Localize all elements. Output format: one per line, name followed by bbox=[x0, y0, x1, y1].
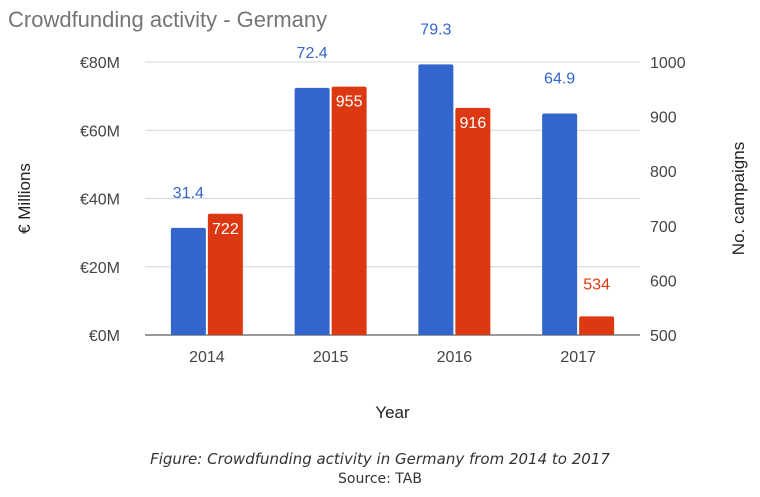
y-axis-right: 500 600 700 800 900 1000 bbox=[650, 55, 686, 345]
bar-series-2 bbox=[207, 213, 243, 335]
y-axis-left: €0M €20M €40M €60M €80M bbox=[80, 55, 120, 345]
x-tick-label: 2017 bbox=[560, 349, 596, 366]
y2-tick-label: 1000 bbox=[650, 55, 686, 72]
y2-tick-label: 700 bbox=[650, 219, 677, 236]
y-tick-label: €60M bbox=[80, 123, 120, 140]
bars: 31.4 722 72.4 955 79.3 916 64.9 534 bbox=[170, 21, 615, 336]
data-label-series-1: 64.9 bbox=[544, 71, 575, 88]
y2-axis-label: No. campaigns bbox=[729, 142, 748, 255]
bar-series-2 bbox=[579, 316, 615, 335]
bar-series-1 bbox=[542, 113, 578, 335]
y-tick-label: €20M bbox=[80, 260, 120, 277]
bar-series-2 bbox=[331, 86, 367, 335]
chart-title: Crowdfunding activity - Germany bbox=[8, 7, 327, 32]
x-tick-label: 2014 bbox=[189, 349, 225, 366]
y-tick-label: €0M bbox=[89, 328, 120, 345]
bar-series-1 bbox=[294, 87, 330, 335]
y-tick-label: €40M bbox=[80, 192, 120, 209]
data-label-series-1: 79.3 bbox=[420, 21, 451, 38]
bar-series-1 bbox=[170, 227, 206, 335]
x-axis: 2014 2015 2016 2017 bbox=[189, 349, 596, 366]
chart: Crowdfunding activity - Germany €0M€20M€… bbox=[8, 7, 748, 422]
data-label-series-2: 916 bbox=[460, 115, 487, 132]
bar-series-1 bbox=[418, 64, 454, 336]
x-tick-label: 2015 bbox=[313, 349, 349, 366]
x-tick-label: 2016 bbox=[437, 349, 473, 366]
data-label-series-2: 722 bbox=[212, 221, 239, 238]
data-label-series-2: 534 bbox=[583, 276, 610, 293]
data-label-series-1: 72.4 bbox=[297, 45, 328, 62]
data-label-series-1: 31.4 bbox=[173, 185, 204, 202]
y-axis-label: € Millions bbox=[15, 163, 34, 234]
data-label-series-2: 955 bbox=[336, 94, 363, 111]
y2-tick-label: 800 bbox=[650, 164, 677, 181]
y2-tick-label: 600 bbox=[650, 273, 677, 290]
y-tick-label: €80M bbox=[80, 55, 120, 72]
y2-tick-label: 500 bbox=[650, 328, 677, 345]
y2-tick-label: 900 bbox=[650, 110, 677, 127]
bar-series-2 bbox=[455, 107, 491, 335]
figure-caption: Figure: Crowdfunding activity in Germany… bbox=[150, 450, 610, 468]
x-axis-label: Year bbox=[375, 403, 410, 422]
figure-source: Source: TAB bbox=[338, 471, 422, 487]
